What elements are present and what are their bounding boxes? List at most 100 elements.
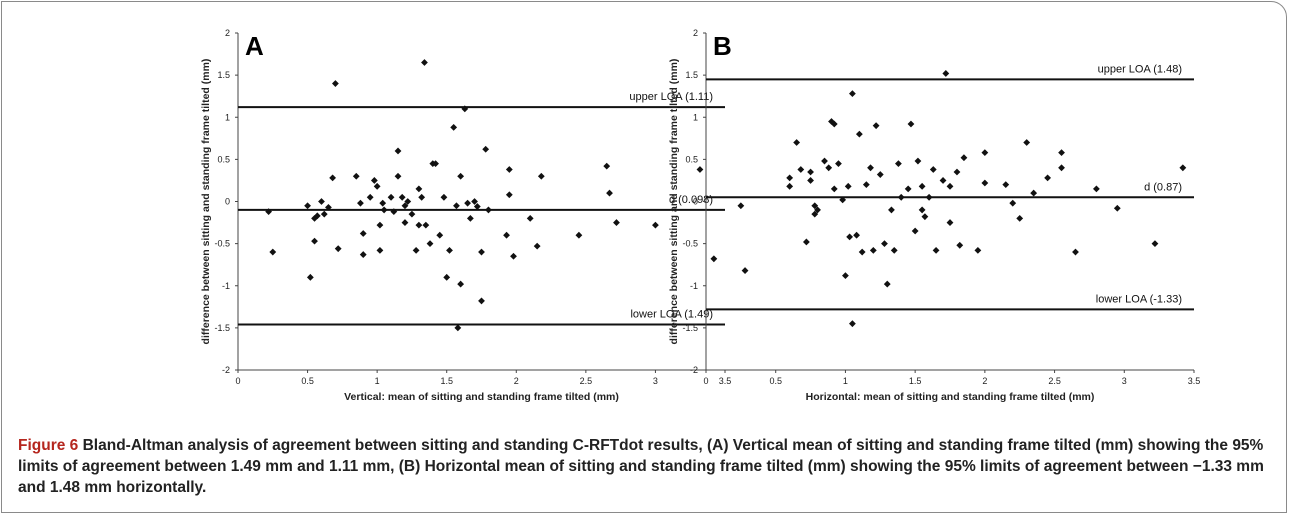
data-point bbox=[408, 210, 416, 218]
y-tick-label: -1.5 bbox=[682, 323, 698, 333]
data-point bbox=[807, 168, 814, 176]
data-point bbox=[453, 202, 460, 210]
reference-line-label: upper LOA (1.11) bbox=[629, 91, 713, 103]
data-point bbox=[464, 199, 471, 207]
data-point bbox=[911, 227, 919, 235]
data-point bbox=[876, 171, 884, 178]
data-point bbox=[454, 324, 462, 332]
data-point bbox=[1058, 164, 1065, 172]
y-axis-label: difference between sitting and standing … bbox=[668, 59, 680, 345]
data-point bbox=[872, 122, 880, 130]
data-point bbox=[304, 202, 311, 210]
data-point bbox=[828, 118, 835, 125]
x-tick-label: 0 bbox=[235, 376, 240, 386]
x-tick-label: 0.5 bbox=[301, 376, 314, 386]
data-point bbox=[526, 214, 534, 222]
data-point bbox=[318, 198, 325, 205]
data-point bbox=[853, 231, 860, 239]
y-tick-label: 1 bbox=[225, 112, 230, 122]
data-point bbox=[575, 231, 583, 239]
y-tick-label: -1.5 bbox=[214, 323, 230, 333]
data-point bbox=[482, 145, 490, 153]
data-point bbox=[741, 267, 749, 274]
x-axis-label: Vertical: mean of sitting and standing f… bbox=[344, 391, 619, 403]
data-point bbox=[537, 172, 545, 180]
data-point bbox=[1093, 185, 1100, 193]
data-point bbox=[370, 177, 378, 184]
data-point bbox=[786, 174, 794, 182]
data-point bbox=[890, 246, 898, 254]
y-tick-label: -2 bbox=[690, 365, 698, 375]
data-point bbox=[359, 251, 367, 258]
data-point bbox=[786, 182, 794, 190]
data-point bbox=[825, 164, 833, 172]
data-point bbox=[415, 221, 423, 229]
reference-line-label: lower LOA (-1.33) bbox=[1096, 293, 1182, 305]
data-point bbox=[311, 214, 318, 222]
data-point bbox=[440, 193, 448, 201]
y-tick-label: 1.5 bbox=[217, 70, 230, 80]
y-tick-label: 0.5 bbox=[217, 154, 230, 164]
y-tick-label: 1.5 bbox=[685, 70, 698, 80]
data-point bbox=[1030, 189, 1038, 197]
data-point bbox=[844, 182, 852, 190]
x-tick-label: 2 bbox=[514, 376, 519, 386]
data-point bbox=[443, 273, 451, 281]
data-point bbox=[883, 280, 891, 288]
data-point bbox=[839, 196, 847, 204]
data-point bbox=[914, 157, 922, 165]
data-point bbox=[376, 246, 384, 254]
data-point bbox=[359, 230, 367, 237]
data-point bbox=[904, 185, 912, 193]
data-point bbox=[432, 160, 439, 167]
y-tick-label: -2 bbox=[222, 365, 230, 375]
x-tick-label: 0.5 bbox=[769, 376, 782, 386]
chart-panel-a: 0 0.5 1 1.5 2 2.5 3 3.5 2 1.5 1 0.5 0 -0.5 -1 -1.5 -2 Ver… bbox=[200, 28, 731, 403]
data-point bbox=[352, 172, 360, 180]
data-point bbox=[412, 246, 420, 254]
data-point bbox=[918, 182, 926, 190]
data-point bbox=[471, 198, 478, 205]
y-tick-label: -0.5 bbox=[682, 239, 698, 249]
data-point bbox=[387, 193, 395, 201]
data-point bbox=[1058, 149, 1065, 157]
data-point bbox=[376, 221, 384, 229]
data-point bbox=[450, 123, 458, 131]
y-tick-label: -0.5 bbox=[214, 239, 230, 249]
data-point bbox=[478, 248, 485, 256]
data-point bbox=[478, 297, 485, 305]
data-point bbox=[311, 237, 318, 245]
data-point bbox=[1016, 214, 1024, 222]
data-point bbox=[846, 233, 854, 241]
data-point bbox=[394, 147, 402, 155]
data-point bbox=[613, 219, 620, 226]
data-point bbox=[858, 248, 866, 256]
data-point bbox=[849, 90, 856, 98]
data-point bbox=[888, 206, 895, 214]
data-point bbox=[981, 149, 989, 157]
data-point bbox=[320, 210, 328, 218]
data-point bbox=[849, 320, 856, 328]
y-tick-label: 2 bbox=[225, 28, 230, 38]
data-point bbox=[394, 172, 402, 180]
data-point bbox=[436, 231, 444, 239]
data-point bbox=[418, 193, 426, 201]
data-point bbox=[1179, 164, 1187, 172]
data-point bbox=[1009, 199, 1017, 207]
data-point bbox=[265, 208, 273, 216]
data-point bbox=[1151, 240, 1159, 248]
figure-charts: 0 0.5 1 1.5 2 2.5 3 3.5 2 1.5 1 0.5 0 -0.5 -1 -1.5 -2 Ver… bbox=[200, 28, 1200, 403]
data-point bbox=[1002, 181, 1010, 189]
data-point bbox=[956, 241, 964, 249]
figure-caption: Figure 6 Bland-Altman analysis of agreem… bbox=[18, 435, 1273, 498]
data-point bbox=[457, 280, 465, 288]
data-point bbox=[426, 240, 434, 248]
data-point bbox=[404, 198, 412, 205]
data-point bbox=[807, 177, 814, 184]
data-point bbox=[869, 246, 877, 254]
x-tick-label: 1.5 bbox=[909, 376, 922, 386]
data-point bbox=[942, 70, 950, 77]
data-point bbox=[379, 199, 387, 207]
data-point bbox=[867, 164, 874, 172]
data-point bbox=[862, 181, 870, 189]
